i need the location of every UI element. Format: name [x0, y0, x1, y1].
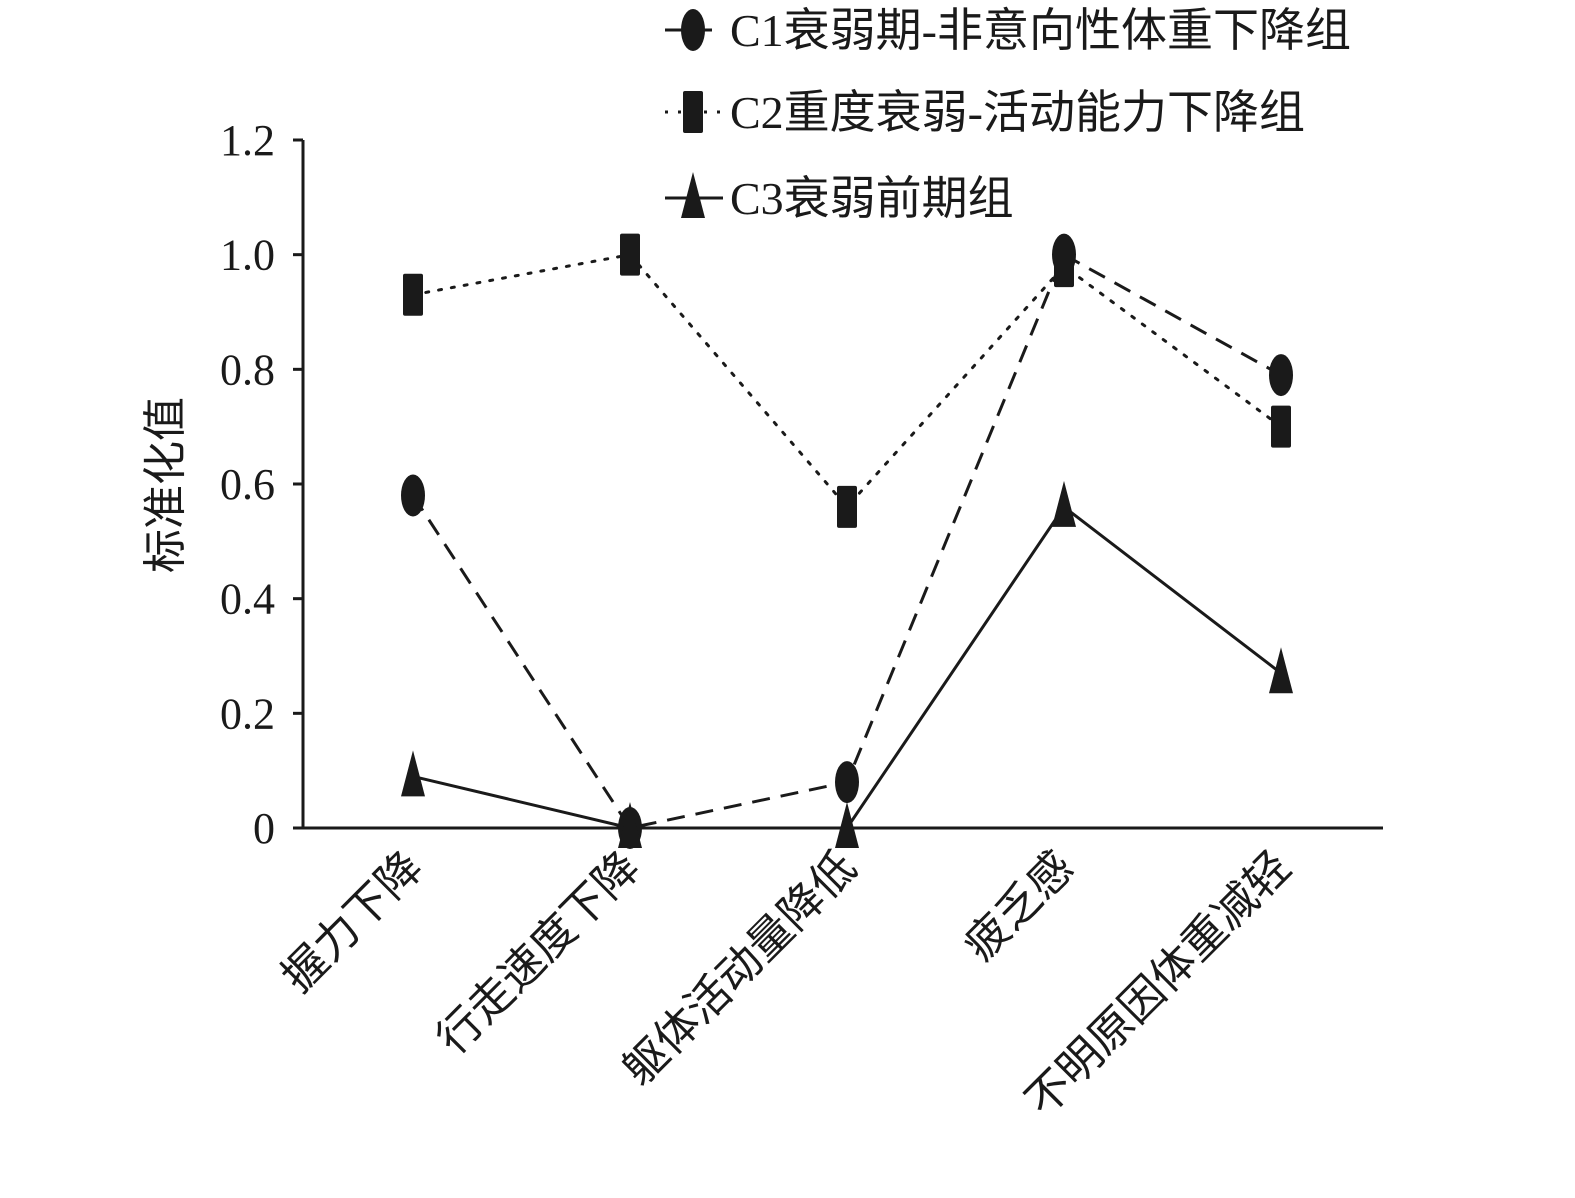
legend-label-c3: C3衰弱前期组	[730, 173, 1014, 224]
legend-label-c1: C1衰弱期-非意向性体重下降组	[730, 5, 1351, 56]
series-c3-point	[1269, 647, 1293, 694]
legend-marker-c2	[683, 91, 703, 133]
series-line-c1	[411, 252, 1282, 830]
series-c1-point	[835, 761, 859, 804]
series-c2-point	[1054, 245, 1074, 288]
series-c2-point	[1271, 405, 1291, 448]
series-c3-point	[835, 802, 859, 848]
legend: C1衰弱期-非意向性体重下降组 C2重度衰弱-活动能力下降组 C3衰弱前期组	[665, 5, 1351, 224]
y-tick-label: 0.2	[220, 689, 275, 738]
series-c2-point	[837, 485, 857, 528]
legend-marker-c3	[681, 172, 705, 218]
y-axis-label: 标准化值	[141, 397, 190, 573]
x-tick-label: 疲乏感	[955, 842, 1083, 970]
y-tick-label: 0.6	[220, 460, 275, 509]
y-tick-label: 0.4	[220, 575, 275, 624]
series-c2-point	[403, 273, 423, 316]
x-tick-label: 行走速度下降	[428, 842, 649, 1063]
series-c2-point	[620, 233, 640, 276]
legend-marker-c1	[681, 9, 705, 51]
y-tick-label: 1.2	[220, 116, 275, 165]
x-tick-label: 躯体活动量降低	[614, 842, 866, 1094]
series-c3-point	[618, 802, 642, 848]
y-tick-label: 1.0	[220, 231, 275, 280]
y-tick-label: 0.8	[220, 345, 275, 394]
series-c3-point	[1052, 480, 1076, 527]
series-c1-point	[401, 474, 425, 517]
legend-label-c2: C2重度衰弱-活动能力下降组	[730, 87, 1305, 138]
series-c3-point	[401, 750, 425, 797]
series-c1-point	[1269, 354, 1293, 397]
y-tick-label: 0	[253, 804, 275, 853]
x-tick-label: 握力下降	[273, 842, 432, 1001]
series-line-c2	[411, 253, 1283, 510]
